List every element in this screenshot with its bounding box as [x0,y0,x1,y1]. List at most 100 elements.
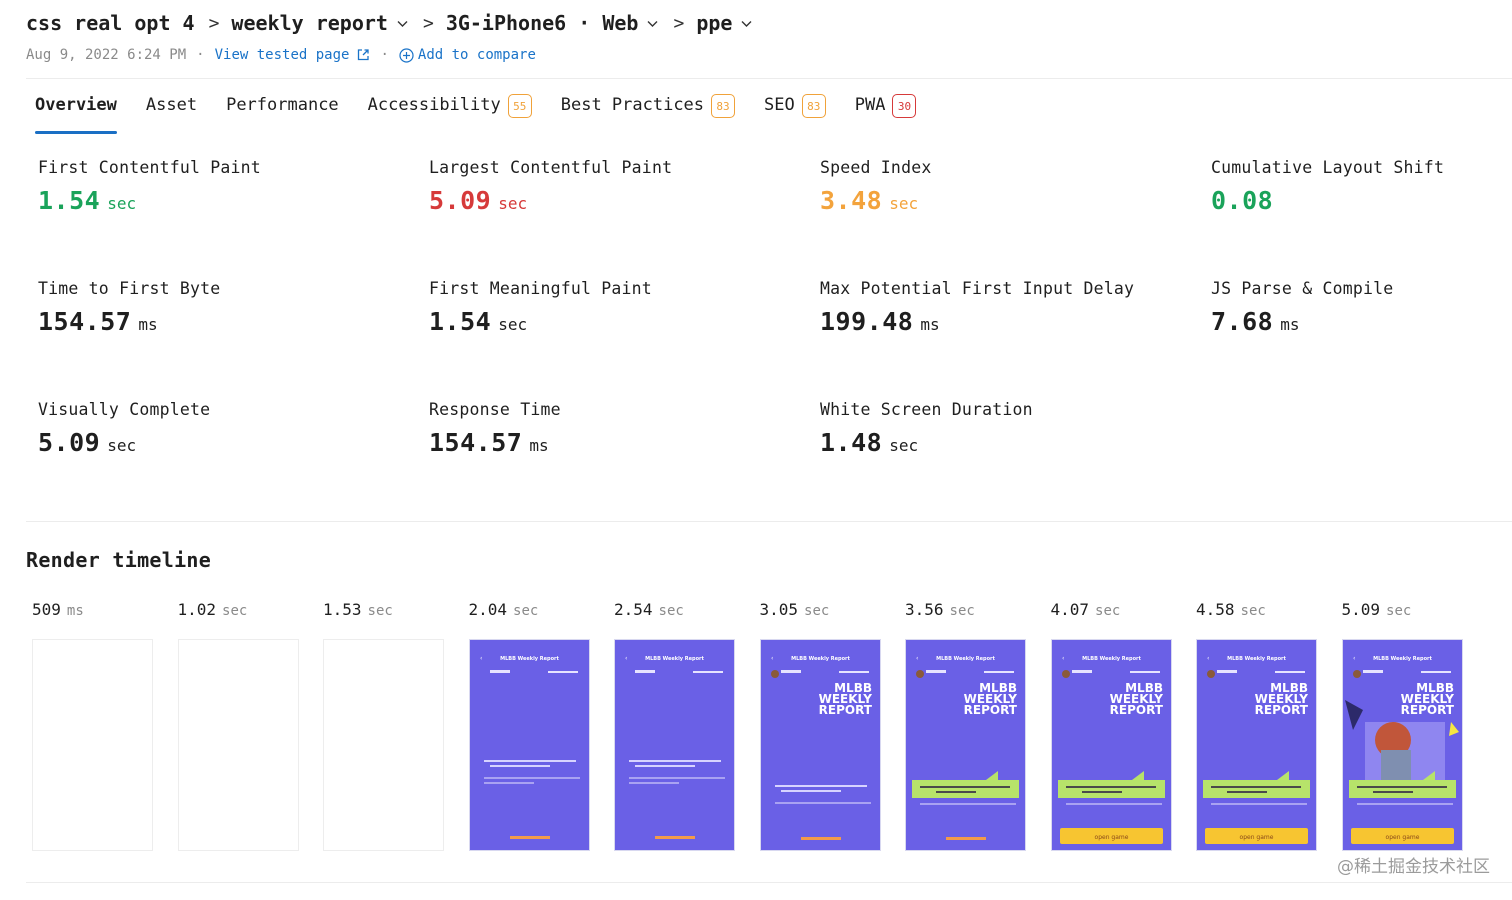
frame-time-unit: sec [513,603,539,619]
view-tested-page-link[interactable]: View tested page [215,47,371,63]
frame-time-unit: sec [1386,603,1412,619]
breadcrumb-separator-icon: > [422,12,434,34]
frame-screenshot[interactable]: ‹ MLBB Weekly Report [468,639,590,851]
metric-card: Visually Complete 5.09 sec [38,400,418,457]
metric-value: 199.48 ms [820,307,1200,336]
metric-number: 7.68 [1211,307,1274,336]
frame-time: 509 ms [32,600,154,626]
svg-text:WEEKLY: WEEKLY [1400,692,1454,706]
frame-time-unit: sec [949,603,975,619]
score-badge: 30 [892,94,917,118]
chevron-down-icon [646,17,659,30]
score-badge: 83 [711,94,736,118]
breadcrumb-item[interactable]: 3G-iPhone6 · Web [446,11,660,35]
frame-screenshot[interactable]: ‹ MLBB Weekly Report MLBB WEEKLY REPORT [905,639,1026,851]
timeline-frame: 1.53 sec [323,600,445,851]
frame-time-value: 5.09 [1341,600,1381,619]
metric-value: 1.48 sec [820,428,1200,457]
report-tabs: Overview Asset Performance Accessibility 55 B… [35,90,945,134]
add-to-compare-link[interactable]: Add to compare [399,47,536,63]
frame-screenshot[interactable] [32,639,153,851]
tab-accessibility[interactable]: Accessibility 55 [368,90,532,134]
metric-unit: sec [498,315,528,334]
tab-overview[interactable]: Overview [35,90,117,134]
tab-seo[interactable]: SEO 83 [764,90,826,134]
timeline-frame: 5.09 sec ‹ MLBB Weekly Report MLBB WEEKLY REPO… [1341,600,1464,851]
meta-separator: · [196,47,205,63]
svg-text:MLBB Weekly Report: MLBB Weekly Report [1373,656,1432,662]
metric-value: 3.48 sec [820,186,1200,215]
frame-time-value: 2.54 [614,600,653,619]
tab-pwa[interactable]: PWA 30 [855,90,917,134]
metric-number: 1.54 [38,186,101,215]
svg-text:WEEKLY: WEEKLY [818,692,872,706]
tab-best-practices[interactable]: Best Practices 83 [561,90,736,134]
frame-screenshot[interactable]: ‹ MLBB Weekly Report [614,639,735,851]
svg-text:open game: open game [1240,834,1274,841]
svg-text:‹: ‹ [1207,655,1209,662]
metric-card: White Screen Duration 1.48 sec [820,400,1200,457]
metric-number: 5.09 [429,186,492,215]
breadcrumb-label: css real opt 4 [26,11,195,35]
svg-text:MLBB: MLBB [834,681,872,695]
metric-unit: sec [107,436,137,455]
frame-screenshot[interactable] [323,639,444,851]
breadcrumb-item[interactable]: css real opt 4 [26,11,195,35]
breadcrumb: css real opt 4 > weekly report >3G-iPhone6 … [26,8,753,38]
breadcrumb-separator-icon: > [208,12,220,34]
metric-value: 1.54 sec [38,186,418,215]
metric-unit: ms [920,315,940,334]
metric-unit: ms [138,315,158,334]
metric-label: Largest Contentful Paint [429,158,673,177]
frame-screenshot[interactable]: ‹ MLBB Weekly Report MLBB WEEKLY REPORT open … [1196,639,1317,851]
frame-time-unit: ms [66,603,84,619]
svg-text:open game: open game [1385,834,1419,841]
frame-time: 1.02 sec [178,600,300,626]
metric-card: Speed Index 3.48 sec [820,158,1200,215]
metric-unit: ms [1280,315,1300,334]
metric-card: First Meaningful Paint 1.54 sec [429,279,809,336]
metric-number: 1.54 [429,307,492,336]
score-badge: 55 [507,94,532,118]
frame-screenshot[interactable]: ‹ MLBB Weekly Report MLBB WEEKLY REPORT open … [1341,639,1463,851]
report-timestamp: Aug 9, 2022 6:24 PM [26,47,187,63]
section-divider [26,521,1512,522]
frame-time: 2.54 sec [614,600,736,626]
metric-card: JS Parse & Compile 7.68 ms [1211,279,1512,336]
frame-time-value: 1.53 [323,600,362,619]
svg-text:‹: ‹ [1062,655,1064,662]
tab-asset[interactable]: Asset [146,90,197,134]
tab-performance[interactable]: Performance [226,90,339,134]
svg-text:REPORT: REPORT [1255,703,1309,717]
svg-text:‹: ‹ [625,655,627,662]
external-link-icon [356,48,370,62]
chevron-down-icon [396,17,409,30]
frame-screenshot[interactable]: ‹ MLBB Weekly Report MLBB WEEKLY REPORT open … [1050,639,1172,851]
metric-label: Speed Index [820,158,932,177]
metric-number: 154.57 [429,428,523,457]
tab-label: SEO [764,95,795,115]
frame-screenshot[interactable]: ‹ MLBB Weekly Report MLBB WEEKLY REPORT [759,639,881,851]
metric-number: 1.48 [820,428,883,457]
timeline-frame: 4.07 sec ‹ MLBB Weekly Report MLBB WEEKLY REPO… [1050,600,1173,851]
metric-label: Max Potential First Input Delay [820,279,1135,298]
breadcrumb-label: 3G-iPhone6 · Web [445,11,639,35]
tab-label: Performance [226,95,339,115]
breadcrumb-item[interactable]: weekly report [231,11,409,35]
timeline-frame: 3.05 sec ‹ MLBB Weekly Report MLBB WEEKLY REPO… [759,600,882,851]
header-divider [26,78,1512,79]
metric-number: 199.48 [820,307,914,336]
frame-screenshot[interactable] [177,639,299,851]
frame-time: 5.09 sec [1342,600,1464,626]
metric-label: Visually Complete [38,400,211,419]
frame-time: 4.07 sec [1051,600,1173,626]
breadcrumb-item[interactable]: ppe [696,11,753,35]
metric-unit: sec [889,194,919,213]
frame-time: 3.05 sec [760,600,882,626]
svg-text:REPORT: REPORT [964,703,1018,717]
report-meta: Aug 9, 2022 6:24 PM · View tested page ·… [26,45,536,65]
metric-unit: sec [889,436,919,455]
svg-text:MLBB: MLBB [1125,681,1163,695]
metric-label: First Meaningful Paint [429,279,652,298]
metric-number: 5.09 [38,428,101,457]
